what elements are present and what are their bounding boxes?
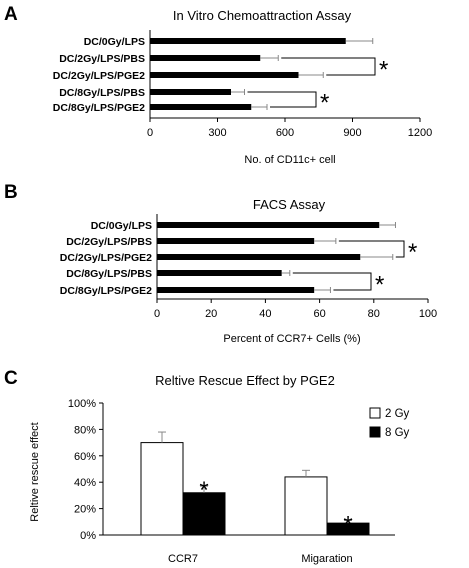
chart-c: 0% 20% 40% 60% 80% 100% CCR7 Migaration * * 2 Gy 8 … bbox=[68, 398, 410, 565]
bar bbox=[157, 270, 282, 276]
chart-title-c: Reltive Rescue Effect by PGE2 bbox=[155, 373, 335, 388]
bar bbox=[150, 55, 261, 61]
x-tick-label: 600 bbox=[276, 127, 294, 139]
category-label: DC/2Gy/LPS/PBS bbox=[59, 53, 145, 65]
chart-b: DC/0Gy/LPS DC/2Gy/LPS/PBS DC/2Gy/LPS/PGE2 D… bbox=[60, 214, 437, 320]
x-category-label: Migaration bbox=[301, 553, 352, 565]
x-tick-label: 80 bbox=[368, 308, 380, 320]
x-tick-label: 60 bbox=[313, 308, 325, 320]
y-tick-label: 20% bbox=[74, 504, 96, 516]
significance-asterisk: * bbox=[375, 272, 384, 299]
x-category-label: CCR7 bbox=[168, 553, 198, 565]
category-label: DC/2Gy/LPS/PBS bbox=[66, 236, 152, 248]
category-label: DC/8Gy/LPS/PBS bbox=[66, 268, 152, 280]
significance-asterisk: * bbox=[320, 90, 329, 117]
y-tick-label: 0% bbox=[80, 530, 96, 542]
chart-title-a: In Vitro Chemoattraction Assay bbox=[173, 8, 352, 23]
legend-label: 8 Gy bbox=[385, 427, 410, 439]
chart-a: DC/0Gy/LPS DC/2Gy/LPS/PBS DC/2Gy/LPS/PGE2 D… bbox=[53, 30, 432, 139]
bar bbox=[157, 287, 315, 293]
x-tick-label: 300 bbox=[208, 127, 226, 139]
bar bbox=[150, 89, 231, 95]
y-tick-label: 60% bbox=[74, 451, 96, 463]
bar bbox=[150, 72, 299, 78]
significance-bracket bbox=[247, 91, 317, 108]
y-tick-label: 40% bbox=[74, 477, 96, 489]
panel-label-c: C bbox=[4, 368, 18, 389]
x-tick-label: 40 bbox=[259, 308, 271, 320]
bar bbox=[150, 104, 252, 110]
bar bbox=[140, 442, 184, 536]
bar bbox=[157, 238, 315, 244]
legend-swatch bbox=[369, 407, 381, 419]
bar bbox=[150, 38, 346, 44]
significance-bracket bbox=[292, 272, 372, 291]
significance-asterisk: * bbox=[379, 57, 388, 84]
category-label: DC/8Gy/LPS/PGE2 bbox=[53, 102, 145, 114]
x-axis-label-b: Percent of CCR7+ Cells (%) bbox=[223, 333, 360, 345]
bar bbox=[157, 254, 361, 260]
significance-asterisk: * bbox=[408, 239, 417, 266]
y-axis-label-c: Reltive rescue effect bbox=[29, 422, 41, 521]
category-label: DC/2Gy/LPS/PGE2 bbox=[53, 70, 145, 82]
category-label: DC/0Gy/LPS bbox=[84, 36, 145, 48]
significance-asterisk: * bbox=[343, 511, 352, 538]
significance-asterisk: * bbox=[199, 477, 208, 504]
y-tick-label: 100% bbox=[68, 398, 96, 410]
x-tick-label: 0 bbox=[154, 308, 160, 320]
x-tick-label: 900 bbox=[343, 127, 361, 139]
category-label: DC/8Gy/LPS/PGE2 bbox=[60, 285, 152, 297]
panel-label-b: B bbox=[4, 182, 18, 203]
x-tick-label: 20 bbox=[205, 308, 217, 320]
legend-swatch bbox=[369, 426, 381, 438]
category-label: DC/8Gy/LPS/PBS bbox=[59, 87, 145, 99]
significance-bracket bbox=[281, 57, 376, 76]
y-tick-label: 80% bbox=[74, 424, 96, 436]
x-tick-label: 100 bbox=[419, 308, 437, 320]
x-axis-label-a: No. of CD11c+ cell bbox=[244, 154, 335, 166]
category-label: DC/0Gy/LPS bbox=[91, 220, 152, 232]
chart-title-b: FACS Assay bbox=[253, 197, 326, 212]
significance-bracket bbox=[338, 240, 405, 258]
x-tick-label: 0 bbox=[147, 127, 153, 139]
bar bbox=[182, 492, 226, 536]
category-label: DC/2Gy/LPS/PGE2 bbox=[60, 252, 152, 264]
bar bbox=[157, 222, 380, 228]
panel-label-a: A bbox=[4, 4, 18, 25]
x-tick-label: 1200 bbox=[408, 127, 432, 139]
bar bbox=[284, 476, 328, 536]
legend-label: 2 Gy bbox=[385, 408, 410, 420]
